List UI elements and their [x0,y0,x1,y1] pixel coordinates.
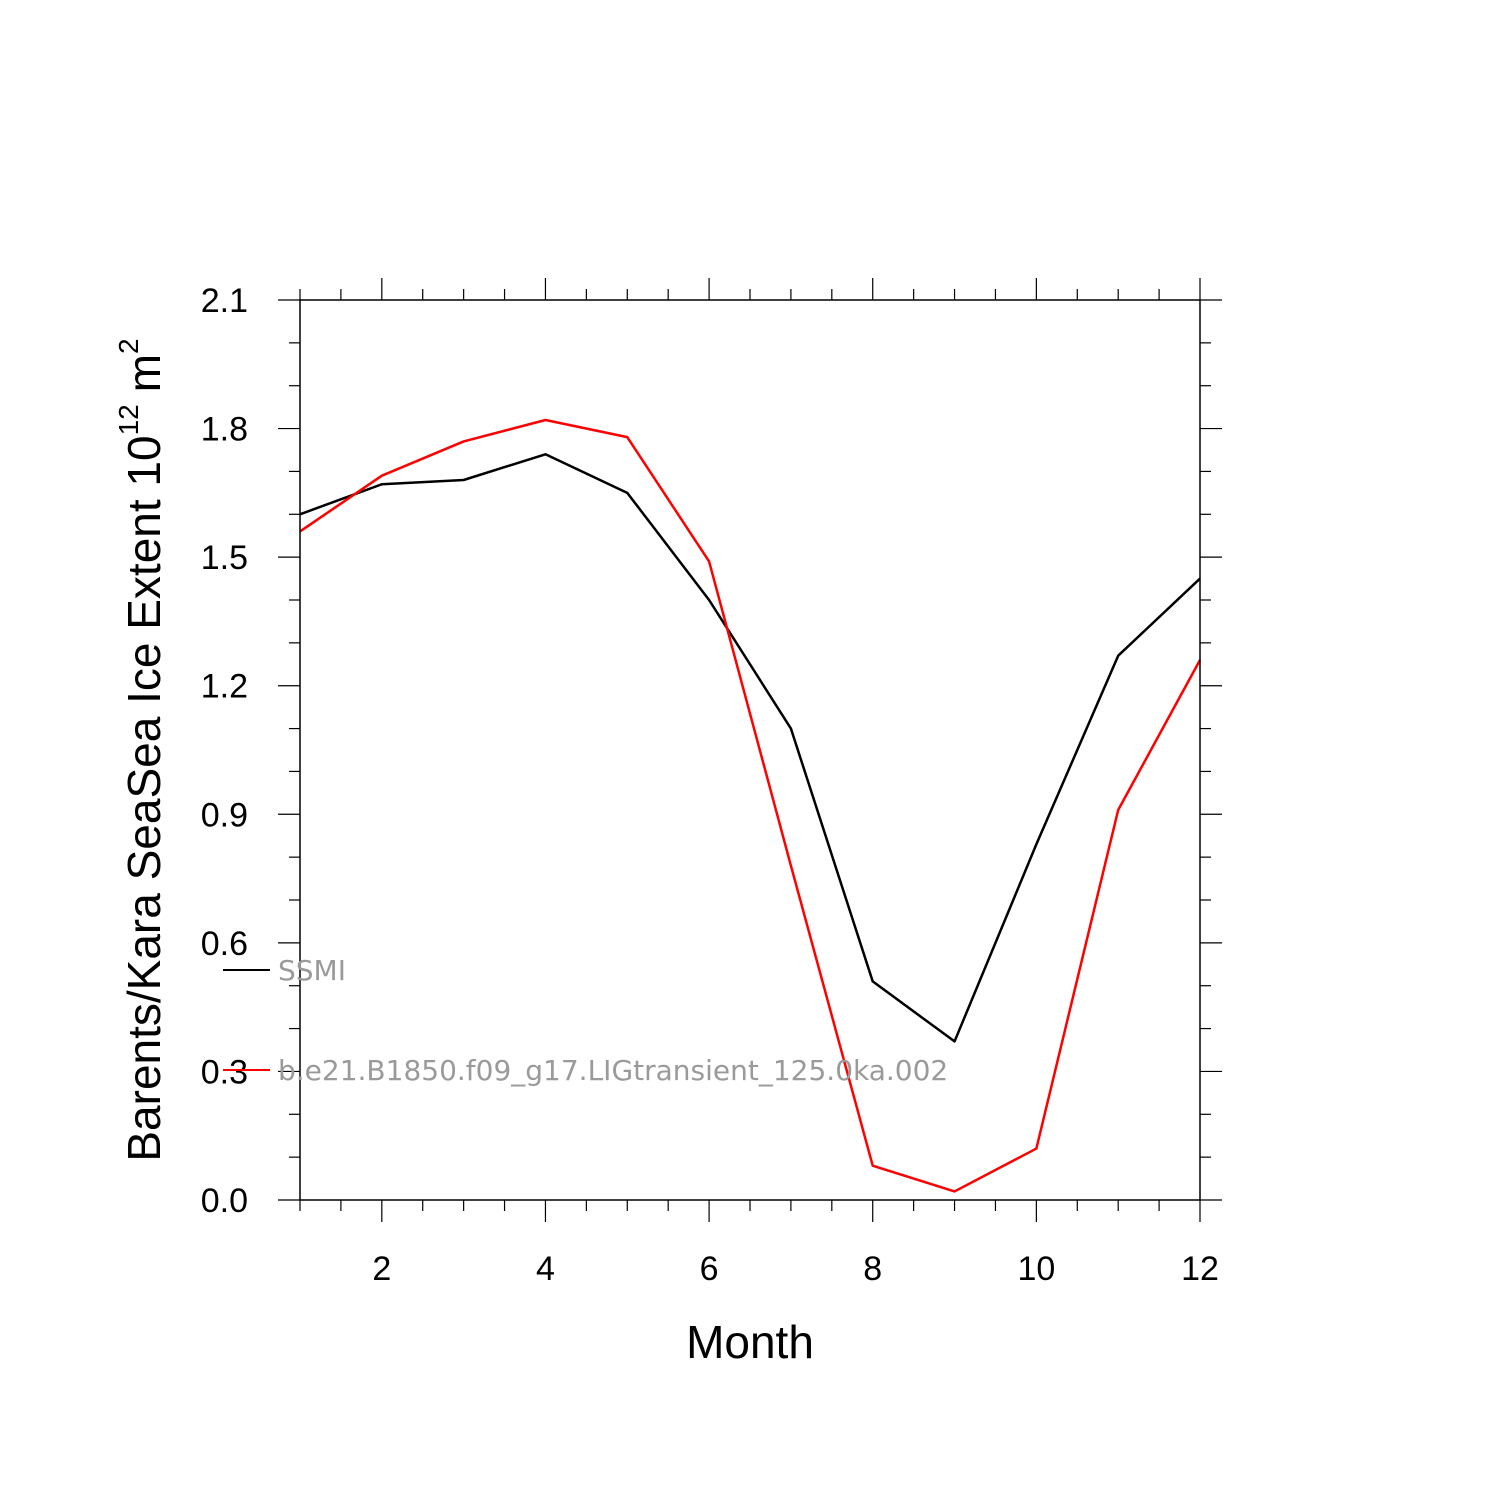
x-tick-label: 4 [536,1250,555,1288]
tick-labels: 2 4 6 8 10 12 0.0 0.3 0.6 0.9 1.2 1.5 1.8 2.1 [201,282,1219,1288]
x-tick-label: 6 [700,1250,719,1288]
y-tick-label: 0.9 [201,796,248,834]
y-axis-title-main: Barents/Kara SeaSea Ice Extent 10 [118,435,170,1161]
y-tick-label: 1.5 [201,539,248,577]
x-tick-label: 8 [863,1250,882,1288]
y-tick-label: 1.8 [201,411,248,449]
x-tick-label: 2 [372,1250,391,1288]
y-axis-title: Barents/Kara SeaSea Ice Extent 1012 m2 [113,338,170,1161]
y-tick-label: 2.1 [201,282,248,320]
x-tick-label: 12 [1181,1250,1219,1288]
y-tick-label: 1.2 [201,668,248,706]
axis-ticks [278,278,1222,1222]
y-axis-title-unit-exponent: 2 [113,338,144,354]
y-tick-label: 0.0 [201,1182,248,1220]
series-line-model [299,418,1202,1193]
legend: SSMI b.e21.B1850.f09_g17.LIGtransient_12… [223,954,948,1087]
legend-label-ssmi: SSMI [278,954,346,987]
y-axis-title-exponent: 12 [113,404,144,435]
series-lines [299,418,1202,1193]
legend-label-model: b.e21.B1850.f09_g17.LIGtransient_125.0ka… [278,1054,948,1087]
plot-frame [299,299,1201,1201]
y-tick-label: 0.3 [201,1053,248,1091]
y-tick-label: 0.6 [201,925,248,963]
x-tick-label: 10 [1017,1250,1055,1288]
x-axis-title: Month [686,1316,814,1368]
series-line-ssmi [299,453,1201,1043]
y-axis-title-unit: m [118,354,170,392]
